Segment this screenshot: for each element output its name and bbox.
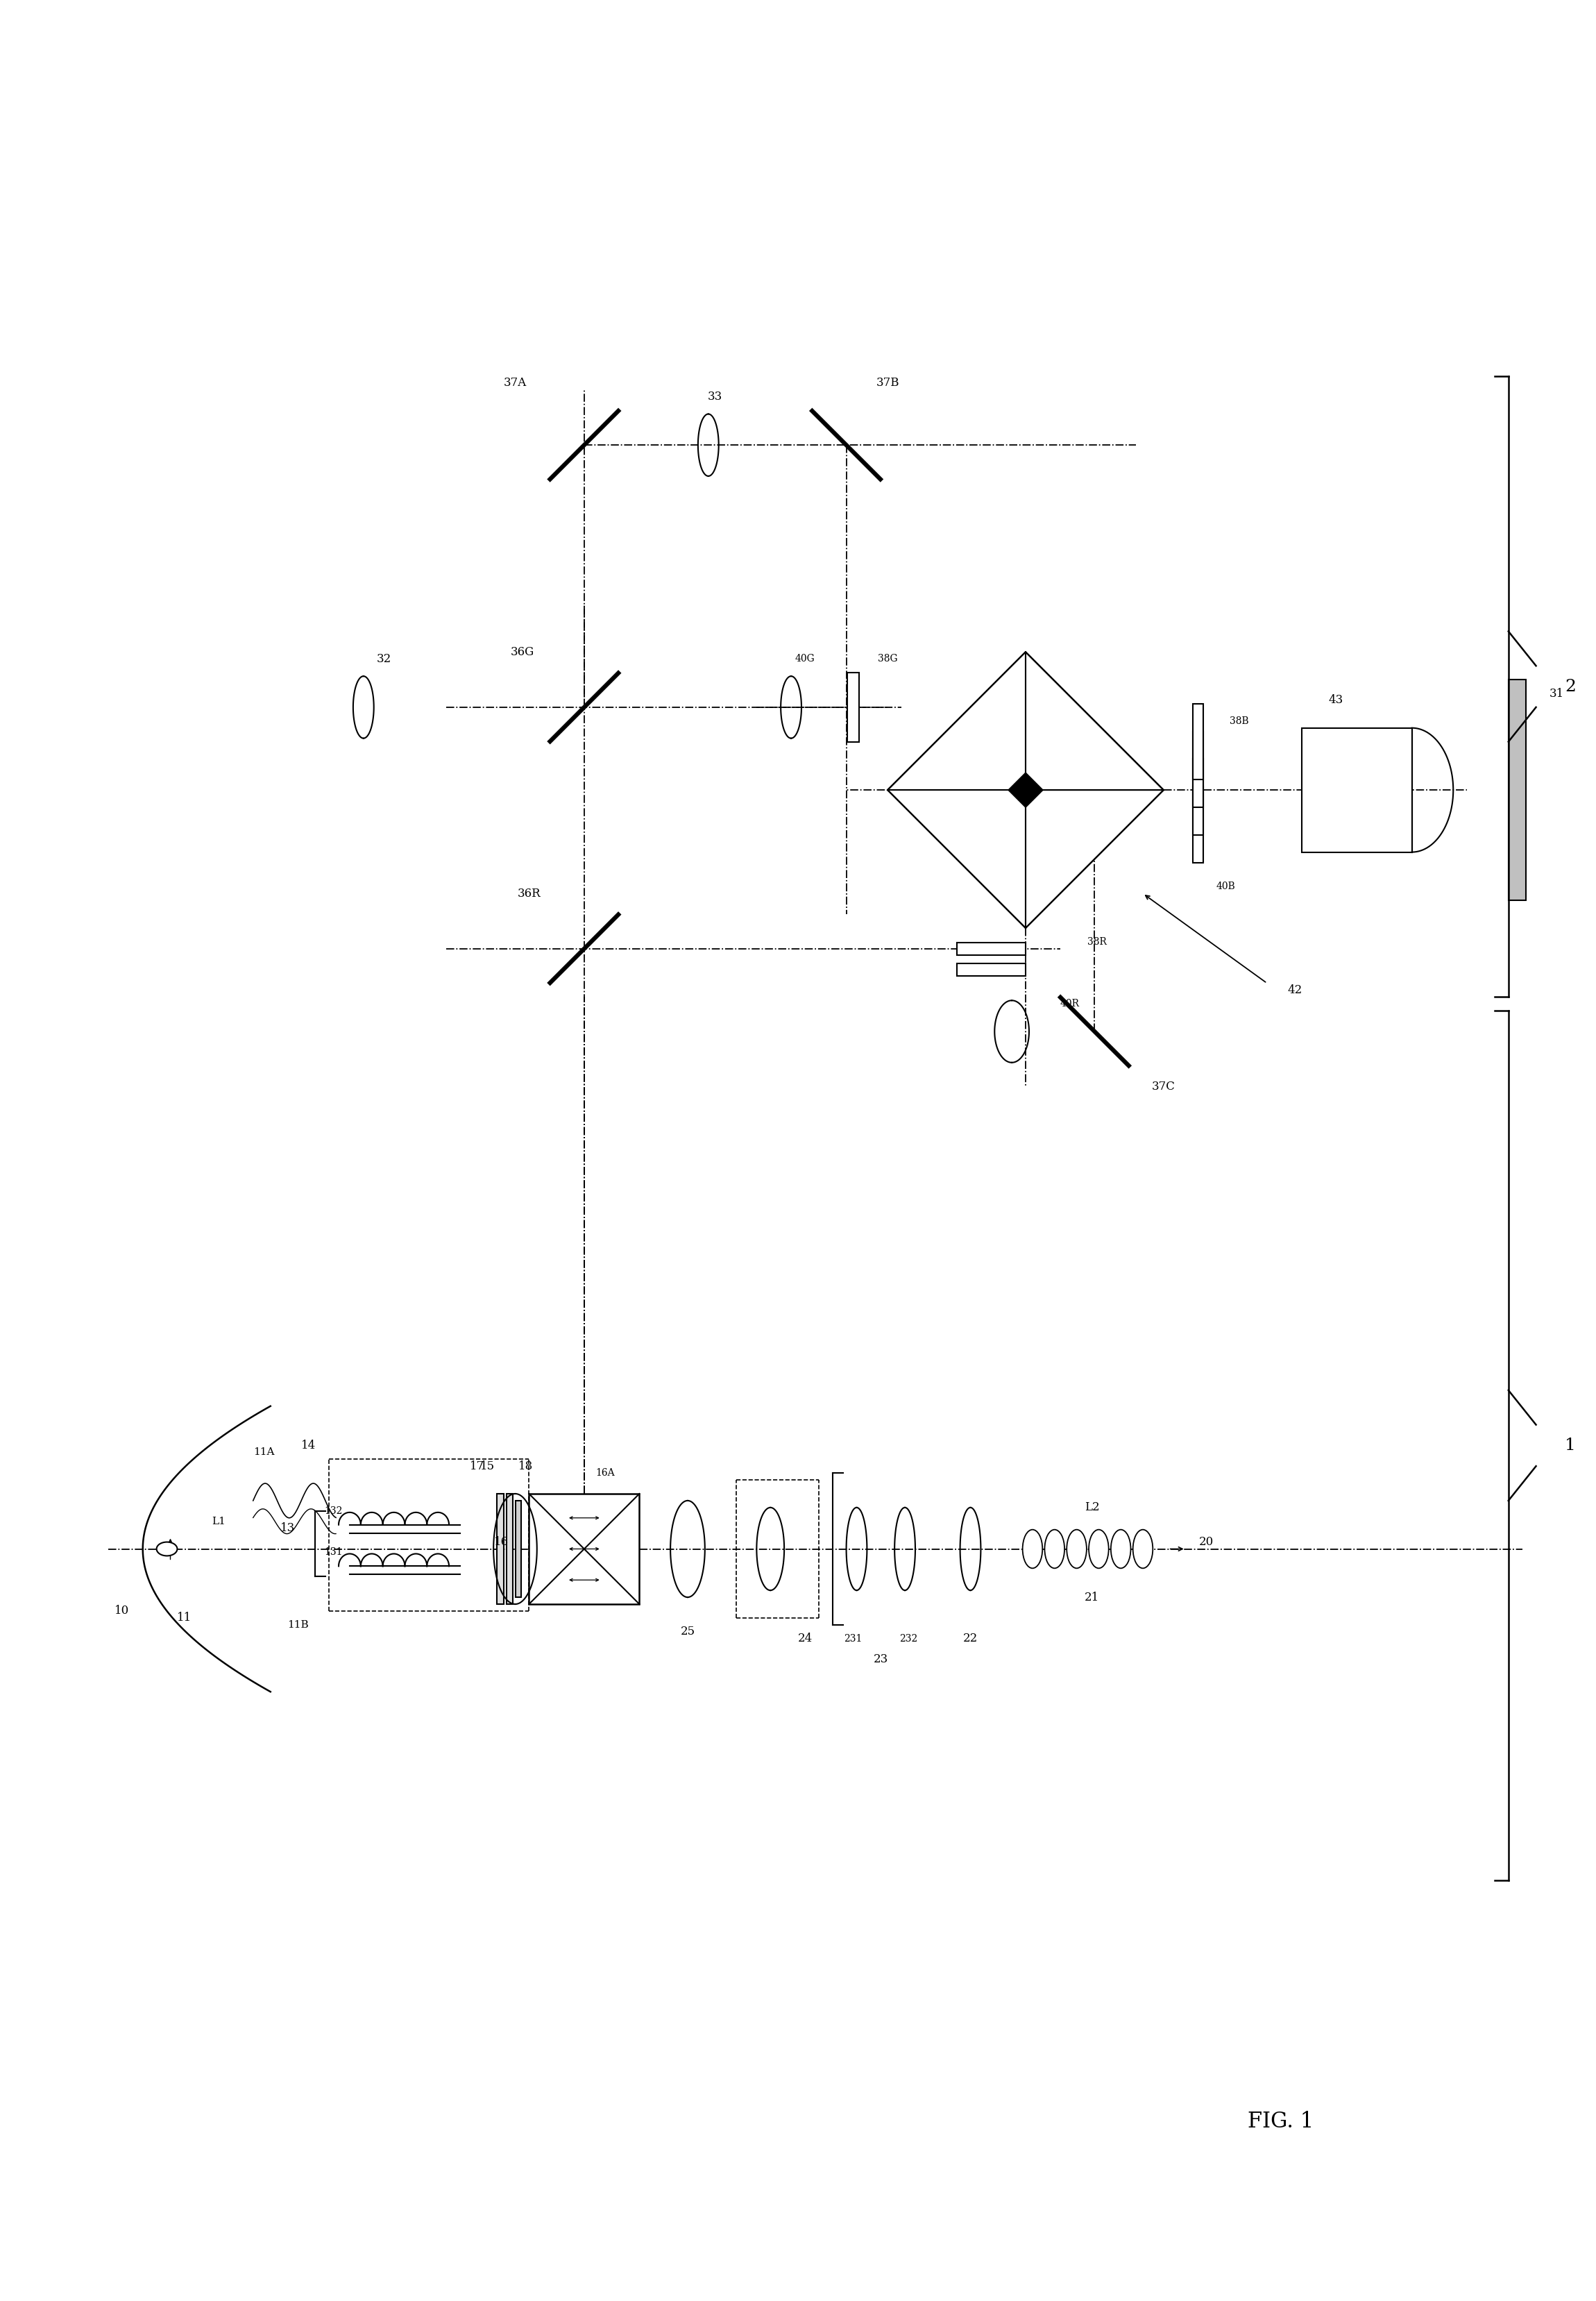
Text: 38G: 38G [878, 653, 897, 663]
Text: 24: 24 [798, 1634, 812, 1645]
Text: FIG. 1: FIG. 1 [1248, 2110, 1314, 2133]
Text: 36R: 36R [517, 888, 541, 900]
Text: L1: L1 [212, 1516, 225, 1526]
Bar [956, 943, 1026, 955]
Text: 32: 32 [377, 653, 391, 665]
Ellipse shape [156, 1542, 177, 1555]
Text: 38R: 38R [1088, 937, 1108, 946]
Bar [506, 1493, 514, 1604]
Text: 37B: 37B [876, 377, 899, 389]
Text: 11: 11 [177, 1613, 192, 1625]
Ellipse shape [1066, 1530, 1087, 1569]
Bar [847, 672, 859, 741]
Text: 43: 43 [1328, 695, 1344, 706]
Text: 40R: 40R [1060, 999, 1079, 1008]
Ellipse shape [1133, 1530, 1152, 1569]
Bar [956, 964, 1026, 976]
Polygon shape [887, 651, 1026, 789]
Text: 40G: 40G [795, 653, 816, 663]
Text: 18: 18 [519, 1461, 533, 1473]
Text: 17: 17 [469, 1461, 485, 1473]
Text: 16: 16 [495, 1537, 509, 1549]
Ellipse shape [1023, 1530, 1042, 1569]
Text: L2: L2 [1084, 1503, 1100, 1514]
Polygon shape [1026, 789, 1163, 927]
Ellipse shape [1018, 782, 1033, 796]
Text: 11B: 11B [287, 1620, 310, 1629]
Text: 36G: 36G [511, 647, 535, 658]
Bar [1301, 727, 1412, 851]
Text: 2: 2 [1566, 679, 1575, 695]
Text: 37A: 37A [504, 377, 527, 389]
Bar [1192, 732, 1203, 808]
Text: 16A: 16A [595, 1468, 614, 1477]
Polygon shape [1026, 651, 1163, 789]
Text: 231: 231 [844, 1634, 862, 1643]
Text: 1: 1 [1566, 1438, 1575, 1454]
Text: 10: 10 [115, 1606, 129, 1618]
Text: 132: 132 [324, 1507, 343, 1516]
Text: 232: 232 [899, 1634, 918, 1643]
Ellipse shape [1111, 1530, 1130, 1569]
Polygon shape [1009, 773, 1042, 808]
Text: 23: 23 [873, 1654, 887, 1666]
Bar [516, 1500, 522, 1597]
Text: 33: 33 [709, 391, 723, 403]
Ellipse shape [1045, 1530, 1065, 1569]
Ellipse shape [1088, 1530, 1109, 1569]
Bar [528, 1493, 640, 1604]
Text: 25: 25 [680, 1627, 694, 1638]
Bar [1192, 787, 1203, 863]
Text: 21: 21 [1084, 1592, 1100, 1604]
Text: 20: 20 [1199, 1537, 1213, 1549]
Text: 42: 42 [1288, 985, 1302, 996]
Text: 13: 13 [281, 1523, 295, 1535]
Text: 15: 15 [480, 1461, 495, 1473]
Bar [1192, 759, 1203, 835]
Text: 14: 14 [302, 1440, 316, 1452]
Text: 22: 22 [962, 1634, 978, 1645]
Text: 31: 31 [1550, 688, 1564, 700]
Bar [1192, 704, 1203, 780]
Bar [1508, 679, 1526, 900]
Text: 131: 131 [324, 1549, 343, 1558]
Text: 11A: 11A [254, 1447, 275, 1457]
Bar [496, 1493, 503, 1604]
Text: 38B: 38B [1231, 716, 1250, 725]
Text: 40B: 40B [1216, 881, 1235, 890]
Text: 37C: 37C [1152, 1081, 1175, 1093]
Polygon shape [887, 789, 1026, 927]
